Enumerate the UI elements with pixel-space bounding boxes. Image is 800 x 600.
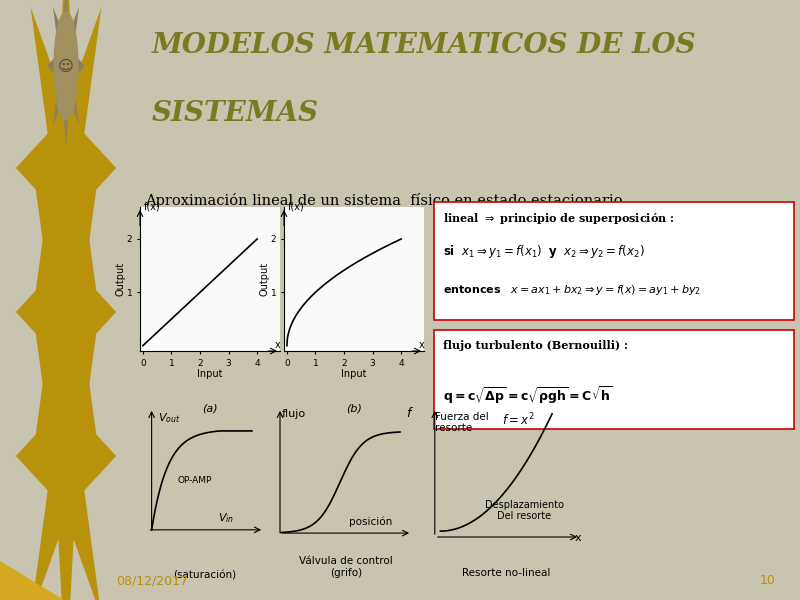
Text: SISTEMAS: SISTEMAS [152, 100, 319, 127]
Polygon shape [16, 84, 116, 540]
Text: (saturación): (saturación) [174, 570, 236, 580]
Text: Resorte no-lineal: Resorte no-lineal [462, 568, 550, 578]
Text: $V_{out}$: $V_{out}$ [158, 411, 180, 425]
Text: x: x [418, 340, 424, 350]
Text: $V_{in}$: $V_{in}$ [218, 511, 234, 525]
Text: $\mathbf{si}$  $x_1 \Rightarrow y_1 = f(x_1)$  $\mathbf{y}$  $x_2 \Rightarrow y_: $\mathbf{si}$ $x_1 \Rightarrow y_1 = f(x… [443, 243, 645, 260]
Text: $\mathbf{q = c\sqrt{\Delta p} = c\sqrt{\rho g h} = C\sqrt{h}}$: $\mathbf{q = c\sqrt{\Delta p} = c\sqrt{\… [443, 385, 613, 406]
Text: Del resorte: Del resorte [497, 511, 551, 521]
Polygon shape [0, 561, 64, 600]
Text: MODELOS MATEMATICOS DE LOS: MODELOS MATEMATICOS DE LOS [152, 32, 697, 59]
Polygon shape [47, 0, 85, 150]
Text: f(x): f(x) [288, 202, 305, 212]
Text: Válvula de control
(grifo): Válvula de control (grifo) [299, 556, 393, 578]
Text: x: x [574, 533, 581, 544]
Y-axis label: Output: Output [259, 262, 270, 296]
Text: 10: 10 [760, 574, 776, 587]
Circle shape [54, 12, 78, 120]
Text: posición: posición [349, 517, 392, 527]
Text: flujo turbulento (Bernouilli) :: flujo turbulento (Bernouilli) : [443, 340, 628, 351]
Y-axis label: Output: Output [115, 262, 126, 296]
Text: x: x [274, 340, 280, 350]
Text: Aproximación lineal de un sistema  físico en estado estacionario.: Aproximación lineal de un sistema físico… [146, 193, 627, 208]
Text: lineal $\Rightarrow$ principio de superposición :: lineal $\Rightarrow$ principio de superp… [443, 211, 674, 226]
Text: $\mathbf{entonces}$   $x = ax_1 + bx_2 \Rightarrow y = f(x) = ay_1 + by_2$: $\mathbf{entonces}$ $x = ax_1 + bx_2 \Ri… [443, 283, 701, 296]
Text: f(x): f(x) [144, 202, 161, 212]
X-axis label: Input: Input [198, 369, 222, 379]
Text: flujo: flujo [282, 409, 306, 419]
FancyBboxPatch shape [434, 202, 794, 320]
FancyBboxPatch shape [434, 331, 794, 428]
Polygon shape [16, 0, 116, 396]
Text: $f = x^2$: $f = x^2$ [502, 412, 534, 428]
Text: Desplazamiento: Desplazamiento [485, 500, 564, 509]
Polygon shape [16, 228, 116, 600]
Text: Fuerza del: Fuerza del [434, 412, 489, 422]
Text: f: f [406, 407, 410, 421]
Text: (b): (b) [346, 403, 362, 413]
Text: resorte: resorte [434, 424, 472, 433]
Text: ☺: ☺ [58, 58, 74, 73]
Text: OP-AMP: OP-AMP [178, 476, 212, 485]
Text: 08/12/2017: 08/12/2017 [116, 574, 188, 587]
Text: (a): (a) [202, 403, 218, 413]
X-axis label: Input: Input [342, 369, 366, 379]
